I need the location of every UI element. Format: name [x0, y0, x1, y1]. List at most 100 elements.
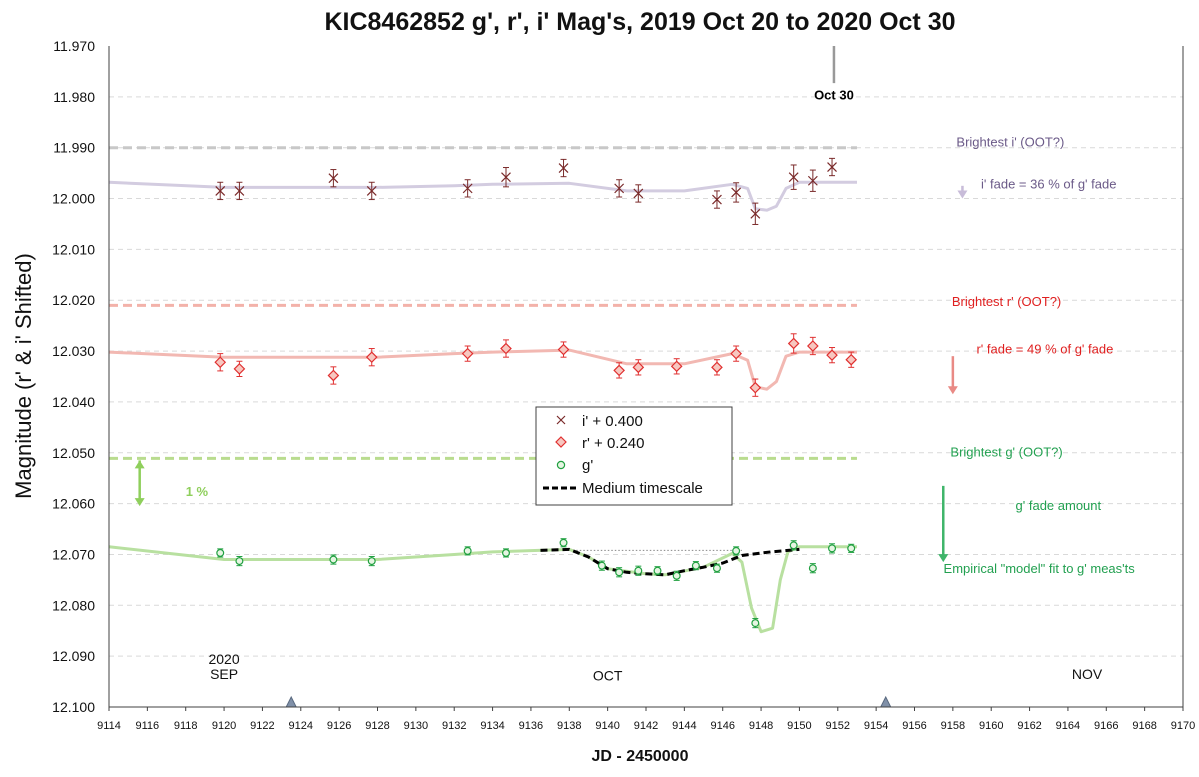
x-tick-label: 9156: [902, 720, 926, 732]
annotation-sep: SEP: [210, 666, 238, 682]
data-point-i: [731, 187, 742, 198]
y-axis-title: Magnitude (r' & i' Shifted): [11, 253, 36, 499]
data-point-i: [234, 185, 245, 196]
data-point-g: [367, 557, 376, 566]
x-tick-label: 9142: [634, 720, 658, 732]
data-point-g: [847, 544, 856, 553]
annotation-one-percent: 1 %: [186, 484, 209, 499]
legend-marker-diamond-icon: [555, 436, 567, 448]
data-point-r: [557, 343, 570, 356]
y-tick-label: 11.990: [53, 140, 95, 156]
y-tick-label: 12.080: [52, 597, 95, 613]
y-tick-label: 12.090: [52, 648, 95, 664]
y-tick-label: 12.050: [52, 445, 95, 461]
x-tick-label: 9114: [97, 720, 121, 732]
annotation-year: 2020: [208, 651, 239, 667]
data-point-g: [216, 548, 225, 557]
annotation-bright-r: Brightest r' (OOT?): [952, 294, 1061, 309]
data-point-i: [788, 172, 799, 183]
x-tick-label: 9166: [1094, 720, 1118, 732]
x-tick-label: 9128: [365, 720, 389, 732]
x-tick-label: 9136: [519, 720, 543, 732]
data-points: [214, 162, 858, 628]
data-point-i: [827, 162, 837, 172]
legend-box: [535, 406, 733, 506]
data-point-i: [462, 183, 473, 194]
data-point-g: [235, 557, 244, 566]
arrow-head-i-icon: [957, 190, 968, 199]
data-point-r: [461, 347, 474, 360]
annotation-bright-g: Brightest g' (OOT?): [950, 444, 1062, 459]
data-point-g: [672, 571, 681, 580]
data-point-i: [558, 163, 569, 173]
annotations: Oct 30 Brightest i' (OOT?) i' fade = 36 % …: [134, 46, 1135, 708]
data-point-r: [214, 356, 227, 369]
arrow-head-one-percent-icon: [134, 498, 145, 507]
x-tick-label: 9140: [595, 720, 619, 732]
data-point-r: [807, 340, 819, 352]
data-point-r: [670, 360, 683, 373]
y-tick-label: 12.060: [52, 496, 95, 512]
gridlines: [109, 96, 1183, 657]
data-point-r: [711, 361, 723, 374]
data-point-i: [366, 185, 377, 196]
x-tick-label: 9154: [864, 720, 888, 732]
data-point-g: [597, 561, 606, 570]
annotation-fade-g: g' fade amount: [1016, 498, 1102, 513]
data-point-g: [501, 548, 510, 557]
data-point-g: [712, 564, 721, 573]
data-point-g: [463, 546, 472, 555]
legend-item-medium: Medium timescale: [543, 480, 703, 497]
annotation-nov: NOV: [1072, 666, 1103, 682]
x-tick-label: 9134: [480, 720, 504, 732]
annotation-fade-r: r' fade = 49 % of g' fade: [976, 342, 1113, 357]
model-lines: [108, 180, 857, 634]
data-point-i: [614, 183, 625, 194]
y-tick-label: 12.030: [52, 343, 95, 359]
legend-label-i: i' + 0.400: [582, 413, 643, 430]
x-tick-label: 9118: [174, 720, 198, 732]
model-line-r: [108, 348, 857, 391]
data-point-g: [634, 566, 643, 575]
legend-item-g: g': [556, 457, 593, 474]
legend-marker-circle-icon: [556, 460, 566, 470]
x-tick-label: 9132: [442, 720, 466, 732]
data-point-r: [787, 337, 800, 350]
data-point-r: [500, 342, 512, 355]
data-point-g: [559, 538, 568, 547]
x-tick-label: 9158: [941, 720, 965, 732]
x-tick-label: 9144: [672, 720, 696, 732]
x-tick-label: 9146: [710, 720, 734, 732]
data-point-g: [329, 555, 338, 564]
arrow-head-g-icon: [938, 554, 949, 563]
data-point-i: [750, 208, 761, 219]
data-point-r: [749, 381, 762, 394]
legend-label-g: g': [582, 457, 593, 474]
y-tick-label: 11.980: [53, 89, 95, 105]
x-axis-title: JD - 2450000: [592, 748, 689, 765]
data-point-i: [501, 172, 511, 183]
x-tick-label: 9168: [1132, 720, 1156, 732]
y-tick-label: 12.000: [52, 191, 95, 207]
legend: i' + 0.400 r' + 0.240 g' Medium timescal…: [535, 406, 733, 506]
annotation-bright-i: Brightest i' (OOT?): [956, 135, 1064, 150]
data-point-i: [712, 194, 722, 205]
x-tick-label: 9120: [212, 720, 236, 732]
data-point-g: [732, 546, 741, 555]
medium-timescale-line: [540, 547, 800, 577]
arrow-head-top-icon: [134, 460, 145, 469]
y-tick-label: 12.040: [52, 394, 95, 410]
x-tick-label: 9170: [1171, 720, 1195, 732]
data-point-g: [828, 544, 837, 553]
data-point-g: [808, 564, 817, 573]
x-tick-label: 9150: [787, 720, 811, 732]
data-point-i: [215, 185, 226, 196]
x-tick-label: 9160: [979, 720, 1003, 732]
y-tick-label: 12.020: [52, 292, 95, 308]
data-point-r: [632, 361, 645, 374]
x-tick-label: 9124: [289, 720, 313, 732]
data-point-g: [691, 561, 700, 570]
x-tick-label: 9162: [1017, 720, 1041, 732]
